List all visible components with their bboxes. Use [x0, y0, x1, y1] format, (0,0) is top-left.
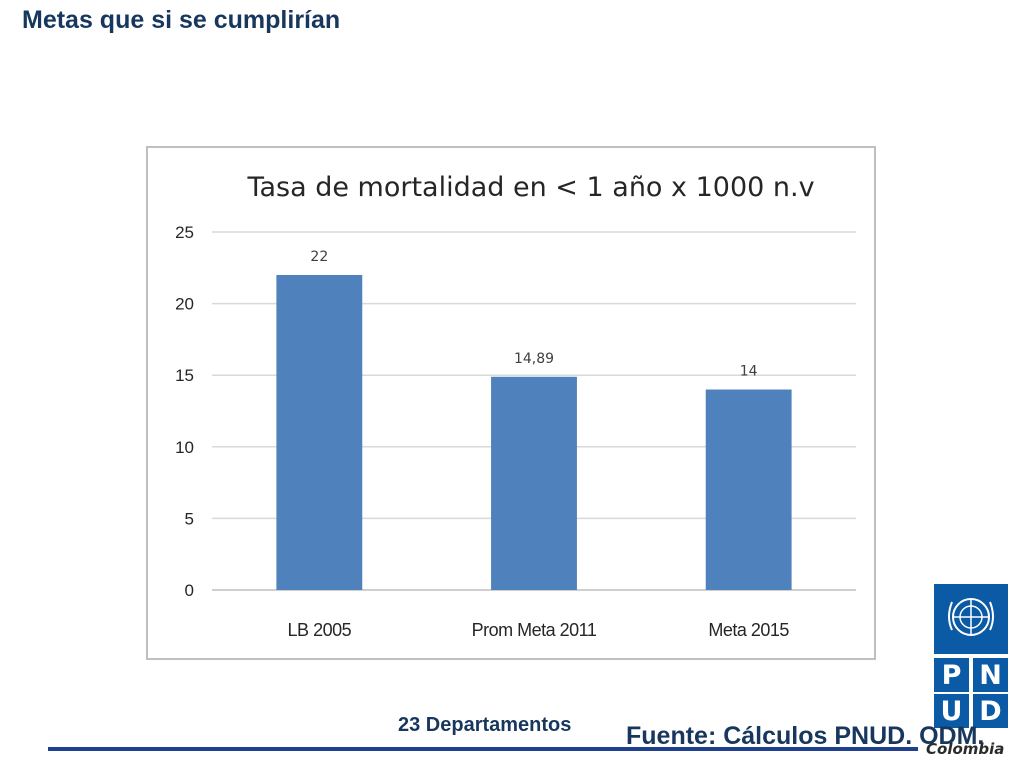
bar-chart: 0 5 10 15 20 25 22 LB 2005 14,89 Prom Meta 2011 14… [175, 223, 856, 640]
bar [705, 389, 792, 590]
bar [276, 274, 363, 590]
footer-divider [48, 747, 918, 751]
data-label: 14,89 [514, 351, 554, 367]
logo-letter-d: D [973, 694, 1008, 728]
logo-letter-u: U [934, 694, 969, 728]
y-tick-label: 10 [175, 438, 194, 457]
y-tick-label: 20 [175, 295, 194, 314]
logo-letter-p: P [934, 658, 969, 692]
data-label: 14 [740, 364, 758, 380]
x-tick-label: Meta 2015 [708, 620, 789, 640]
y-tick-label: 15 [175, 366, 194, 385]
footer-note: 23 Departamentos [398, 714, 572, 736]
x-tick-label: Prom Meta 2011 [472, 620, 597, 640]
undp-logo: P N U D [934, 584, 1008, 728]
y-tick-label: 0 [185, 581, 194, 600]
bar [491, 376, 577, 590]
chart-title: Tasa de mortalidad en < 1 año x 1000 n.v [247, 172, 815, 203]
x-tick-label: LB 2005 [288, 620, 352, 640]
logo-letter-n: N [973, 658, 1008, 692]
logo-country: Colombia [926, 740, 1005, 758]
source-text: Fuente: Cálculos PNUD. ODM. [626, 722, 985, 750]
y-tick-label: 25 [175, 223, 194, 242]
slide-title: Metas que si se cumplirían [22, 6, 341, 34]
y-tick-label: 5 [185, 509, 194, 528]
un-emblem-icon [934, 584, 1008, 654]
data-label: 22 [310, 249, 328, 265]
chart-frame: Tasa de mortalidad en < 1 año x 1000 n.v… [146, 146, 876, 660]
